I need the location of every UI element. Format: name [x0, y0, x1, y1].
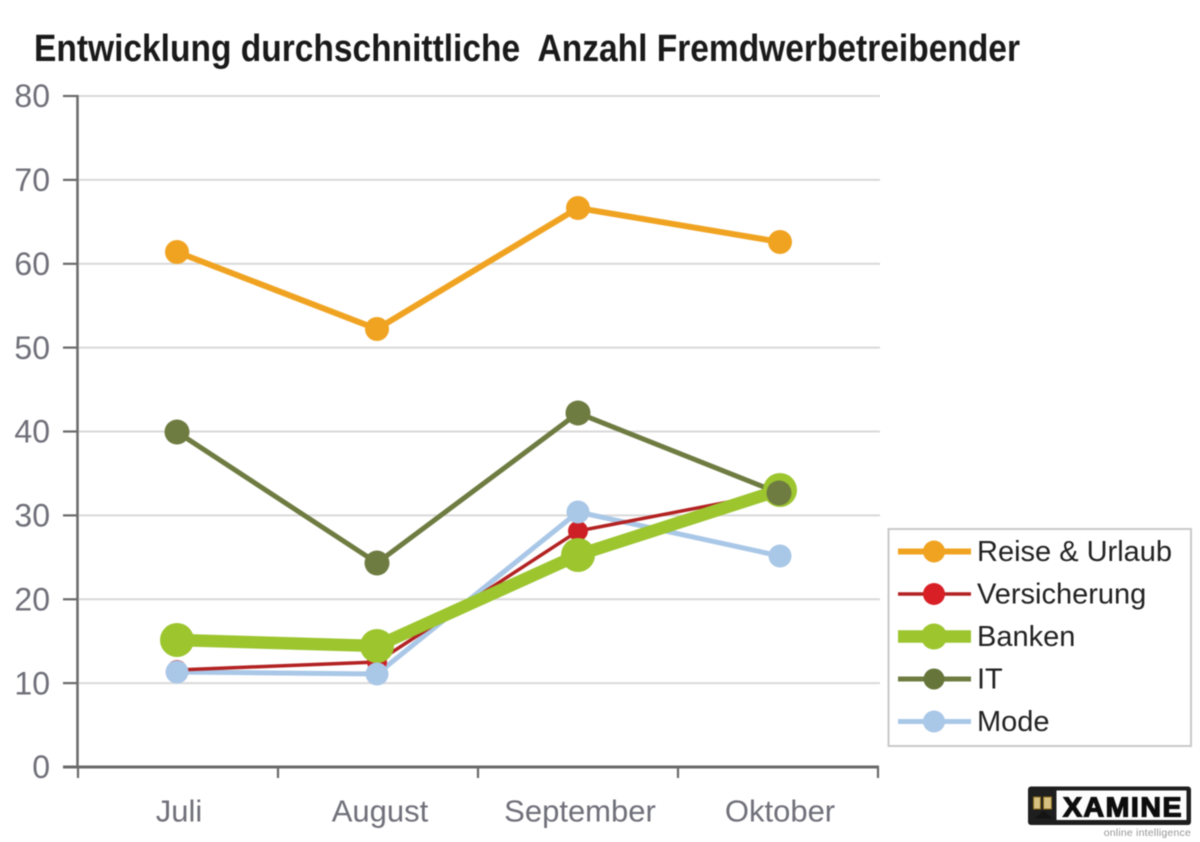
- svg-text:Oktober: Oktober: [725, 794, 835, 829]
- svg-text:Juli: Juli: [156, 794, 203, 829]
- svg-text:online intelligence: online intelligence: [1104, 827, 1191, 839]
- svg-text:Entwicklung durchschnittliche: Entwicklung durchschnittliche Anzahl Fre…: [34, 28, 1020, 70]
- svg-text:80: 80: [14, 78, 50, 114]
- svg-text:XAMINE: XAMINE: [1063, 792, 1183, 823]
- svg-text:0: 0: [32, 749, 50, 785]
- svg-text:August: August: [332, 794, 429, 829]
- svg-text:Versicherung: Versicherung: [977, 579, 1146, 611]
- svg-text:Reise & Urlaub: Reise & Urlaub: [977, 536, 1172, 568]
- svg-text:50: 50: [14, 330, 50, 366]
- svg-text:30: 30: [14, 498, 50, 534]
- svg-text:20: 20: [14, 582, 50, 618]
- svg-text:Mode: Mode: [977, 706, 1050, 738]
- svg-text:Banken: Banken: [977, 621, 1075, 653]
- svg-text:70: 70: [14, 162, 50, 198]
- svg-text:September: September: [504, 794, 656, 829]
- svg-text:40: 40: [14, 414, 50, 450]
- svg-text:IT: IT: [977, 664, 1003, 696]
- svg-text:60: 60: [14, 246, 50, 282]
- svg-text:10: 10: [14, 665, 50, 701]
